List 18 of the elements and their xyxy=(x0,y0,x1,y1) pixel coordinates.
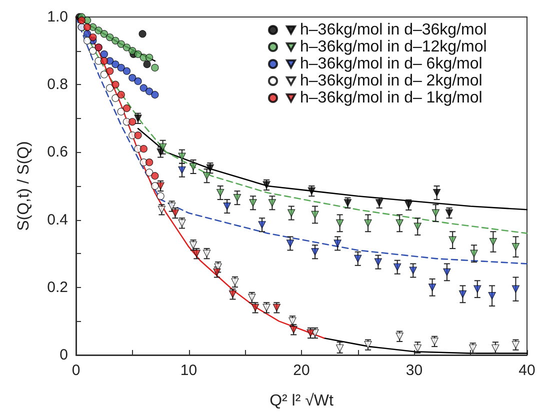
y-tick-label: 0 xyxy=(60,346,68,364)
x-tick-label: 40 xyxy=(518,362,536,379)
x-tick-label: 10 xyxy=(180,362,198,379)
y-tick-label: 1.0 xyxy=(47,8,68,26)
x-tick-label: 30 xyxy=(406,362,423,379)
legend-label: h–36kg/mol in d– 6kg/mol xyxy=(300,56,482,72)
y-tick-label: 0.8 xyxy=(47,76,68,94)
legend-label: h–36kg/mol in d– 2kg/mol xyxy=(300,72,482,90)
legend-label: h–36kg/mol in d– 1kg/mol xyxy=(300,90,482,106)
x-axis-title: Q² l² √Wt xyxy=(270,392,334,410)
y-tick-label: 0.6 xyxy=(47,144,68,161)
x-tick-label: 20 xyxy=(293,362,310,379)
y-tick-label: 0.2 xyxy=(47,278,68,296)
x-tick-label: 0 xyxy=(72,362,80,379)
y-tick-label: 0.4 xyxy=(47,211,68,228)
y-axis-title: S(Q,t) / S(Q) xyxy=(16,141,32,231)
legend-label: h–36kg/mol in d–36kg/mol xyxy=(300,22,487,38)
legend-label: h–36kg/mol in d–12kg/mol xyxy=(300,38,487,56)
